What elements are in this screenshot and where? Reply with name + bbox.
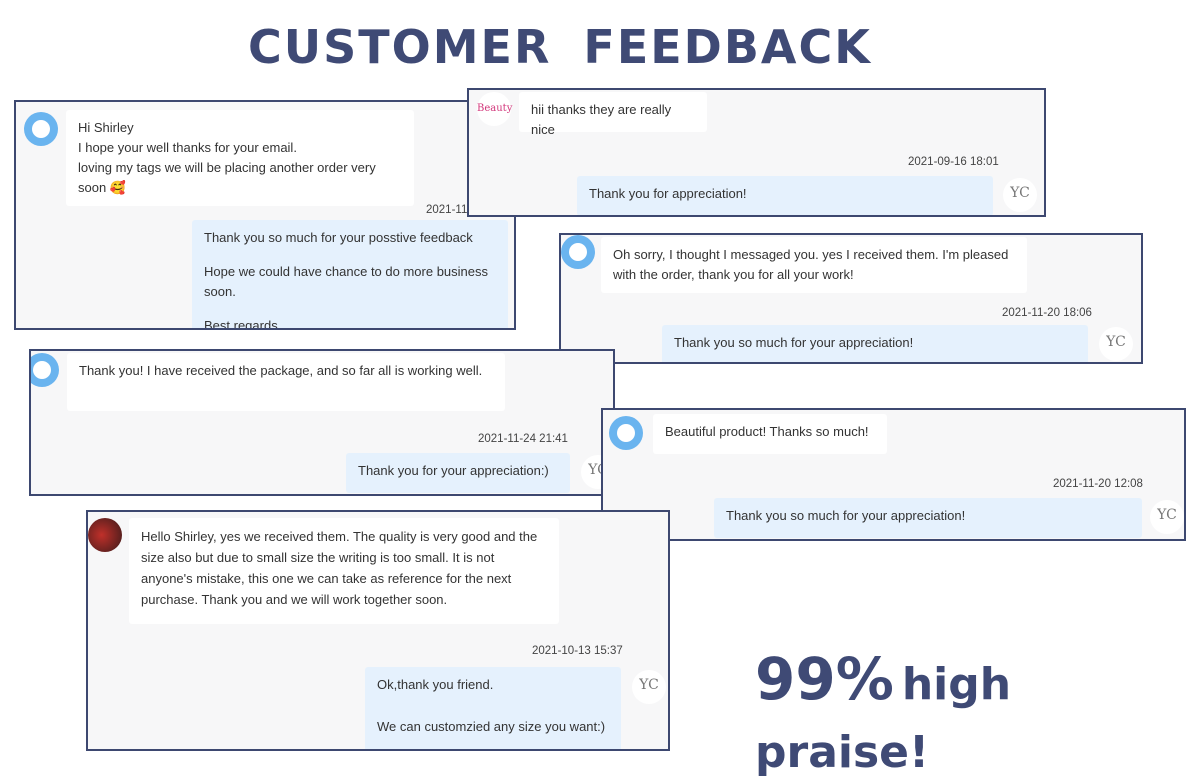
customer-avatar: [561, 235, 595, 269]
timestamp: 2021-09-16 18:01: [908, 156, 999, 168]
message-line: Hope we could have chance to do more bus…: [204, 264, 489, 299]
customer-avatar: [609, 416, 643, 450]
customer-avatar: [24, 112, 58, 146]
timestamp: 2021-11-24 21:41: [478, 433, 568, 445]
outgoing-message: Thank you so much for your appreciation!: [662, 325, 1088, 362]
outgoing-message: Thank you so much for your posstive feed…: [192, 220, 508, 330]
outgoing-message: Thank you for your appreciation:): [346, 453, 570, 493]
timestamp: 2021-10-13 15:37: [532, 645, 623, 657]
incoming-message: Thank you! I have received the package, …: [67, 353, 505, 411]
incoming-message: Hi Shirley I hope your well thanks for y…: [66, 110, 414, 206]
seller-avatar: YC: [632, 670, 666, 704]
chat-panel-2: Beauty hii thanks they are really nice 2…: [467, 88, 1046, 217]
seller-avatar: YC: [1099, 327, 1133, 361]
incoming-message: Oh sorry, I thought I messaged you. yes …: [601, 237, 1027, 293]
timestamp: 2021-11-: [426, 204, 472, 216]
page-title: CUSTOMER FEEDBACK: [248, 20, 872, 74]
message-line: Hi Shirley: [78, 120, 134, 135]
customer-avatar: [31, 353, 59, 387]
praise-text: 99% high praise!: [755, 645, 1200, 781]
praise-percent: 99%: [755, 645, 894, 713]
chat-panel-3: Oh sorry, I thought I messaged you. yes …: [559, 233, 1143, 364]
chat-panel-6: Hello Shirley, yes we received them. The…: [86, 510, 670, 751]
timestamp: 2021-11-20 12:08: [1053, 478, 1143, 490]
message-line: Thank you so much for your posstive feed…: [204, 230, 473, 245]
message-line: We can customzied any size you want:): [377, 719, 606, 734]
outgoing-message: Thank you so much for your appreciation!: [714, 498, 1142, 538]
chat-panel-1: Hi Shirley I hope your well thanks for y…: [14, 100, 516, 330]
chat-panel-5: Beautiful product! Thanks so much! 2021-…: [601, 408, 1186, 541]
incoming-message: Beautiful product! Thanks so much!: [653, 414, 887, 454]
seller-avatar: YC: [1150, 500, 1184, 534]
message-line: loving my tags we will be placing anothe…: [78, 160, 376, 195]
message-line: Best regards: [204, 318, 278, 330]
timestamp: 2021-11-20 18:06: [1002, 307, 1092, 319]
message-line: I hope your well thanks for your email.: [78, 140, 297, 155]
message-line: Ok,thank you friend.: [377, 677, 494, 692]
outgoing-message: Thank you for appreciation!: [577, 176, 993, 215]
seller-avatar: YC: [1003, 178, 1037, 212]
chat-panel-4: Thank you! I have received the package, …: [29, 349, 615, 496]
incoming-message: Hello Shirley, yes we received them. The…: [129, 518, 559, 624]
outgoing-message: Ok,thank you friend. We can customzied a…: [365, 667, 621, 749]
incoming-message: hii thanks they are really nice: [519, 92, 707, 137]
customer-avatar: [88, 518, 122, 552]
customer-avatar: Beauty: [477, 92, 512, 126]
